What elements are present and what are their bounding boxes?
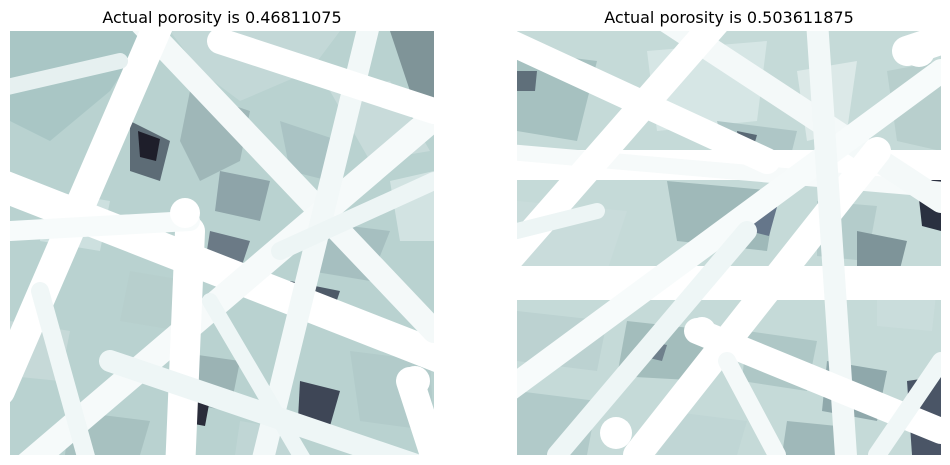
left-microstructure-image: [10, 31, 434, 455]
fiber-end: [600, 417, 632, 449]
fibers: [517, 31, 941, 455]
fiber-end: [170, 198, 200, 228]
left-panel-title: Actual porosity is 0.46811075: [102, 8, 342, 27]
right-microstructure-svg: [517, 31, 941, 455]
right-microstructure-image: [517, 31, 941, 455]
fiber-end: [688, 317, 716, 345]
right-panel-title: Actual porosity is 0.503611875: [604, 8, 854, 27]
left-microstructure-svg: [10, 31, 434, 455]
fiber-end: [400, 366, 430, 396]
fibers: [10, 31, 434, 455]
fiber-end: [903, 35, 935, 67]
